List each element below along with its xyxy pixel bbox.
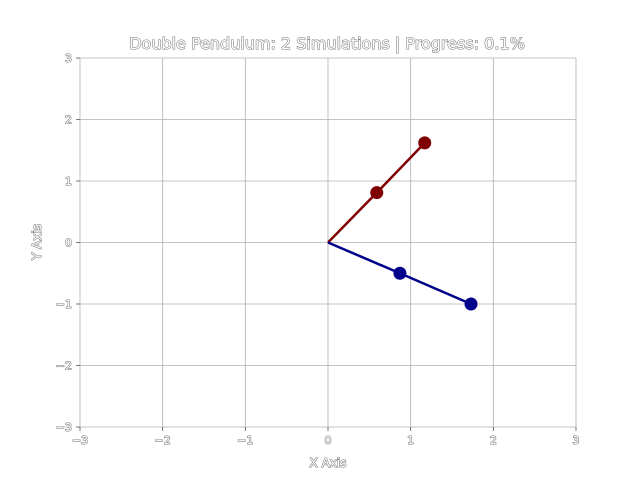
pendulum-1-bob-1 — [370, 186, 384, 200]
x-axis-label: X Axis — [310, 456, 347, 470]
y-tick-label: −1 — [56, 298, 72, 311]
y-tick-label: −3 — [56, 421, 72, 434]
y-tick-label: 0 — [65, 237, 72, 250]
ticks: −3 −2 −1 0 1 2 3 −3 −2 −1 0 1 2 3 — [55, 51, 580, 447]
y-tick-label: 2 — [65, 114, 72, 127]
chart-title: Double Pendulum: 2 Simulations | Progres… — [129, 34, 525, 53]
y-tick-label: 3 — [65, 52, 72, 65]
y-tick-label: −2 — [56, 360, 72, 373]
grid — [79, 57, 577, 428]
pendulum-1-bob-2 — [418, 136, 432, 150]
x-tick-label: −1 — [237, 434, 253, 447]
pendulum-2-bob-1 — [393, 266, 407, 280]
y-axis-label: Y Axis — [30, 224, 44, 261]
y-tick-label: 1 — [65, 175, 72, 188]
x-tick-label: 0 — [325, 434, 332, 447]
x-tick-label: 1 — [407, 434, 414, 447]
x-tick-label: 2 — [490, 434, 497, 447]
pendulum-2-bob-2 — [464, 297, 478, 311]
pendulum-series — [327, 136, 478, 311]
x-tick-label: 3 — [573, 434, 580, 447]
x-tick-label: −3 — [72, 434, 88, 447]
x-tick-label: −2 — [155, 434, 171, 447]
